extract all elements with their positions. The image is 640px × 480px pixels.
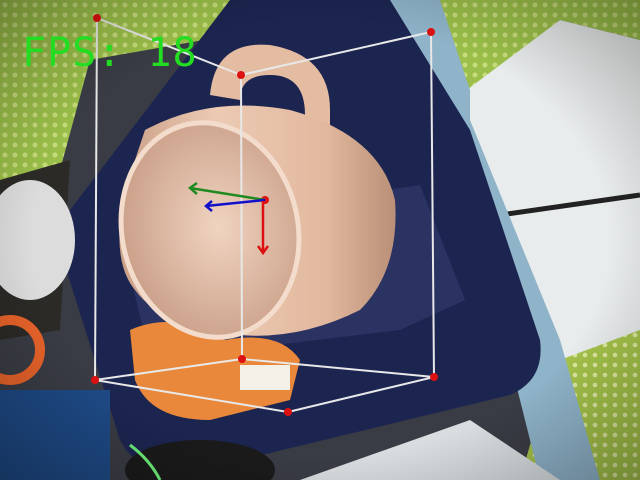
fps-counter: FPS: 18 <box>22 30 198 76</box>
